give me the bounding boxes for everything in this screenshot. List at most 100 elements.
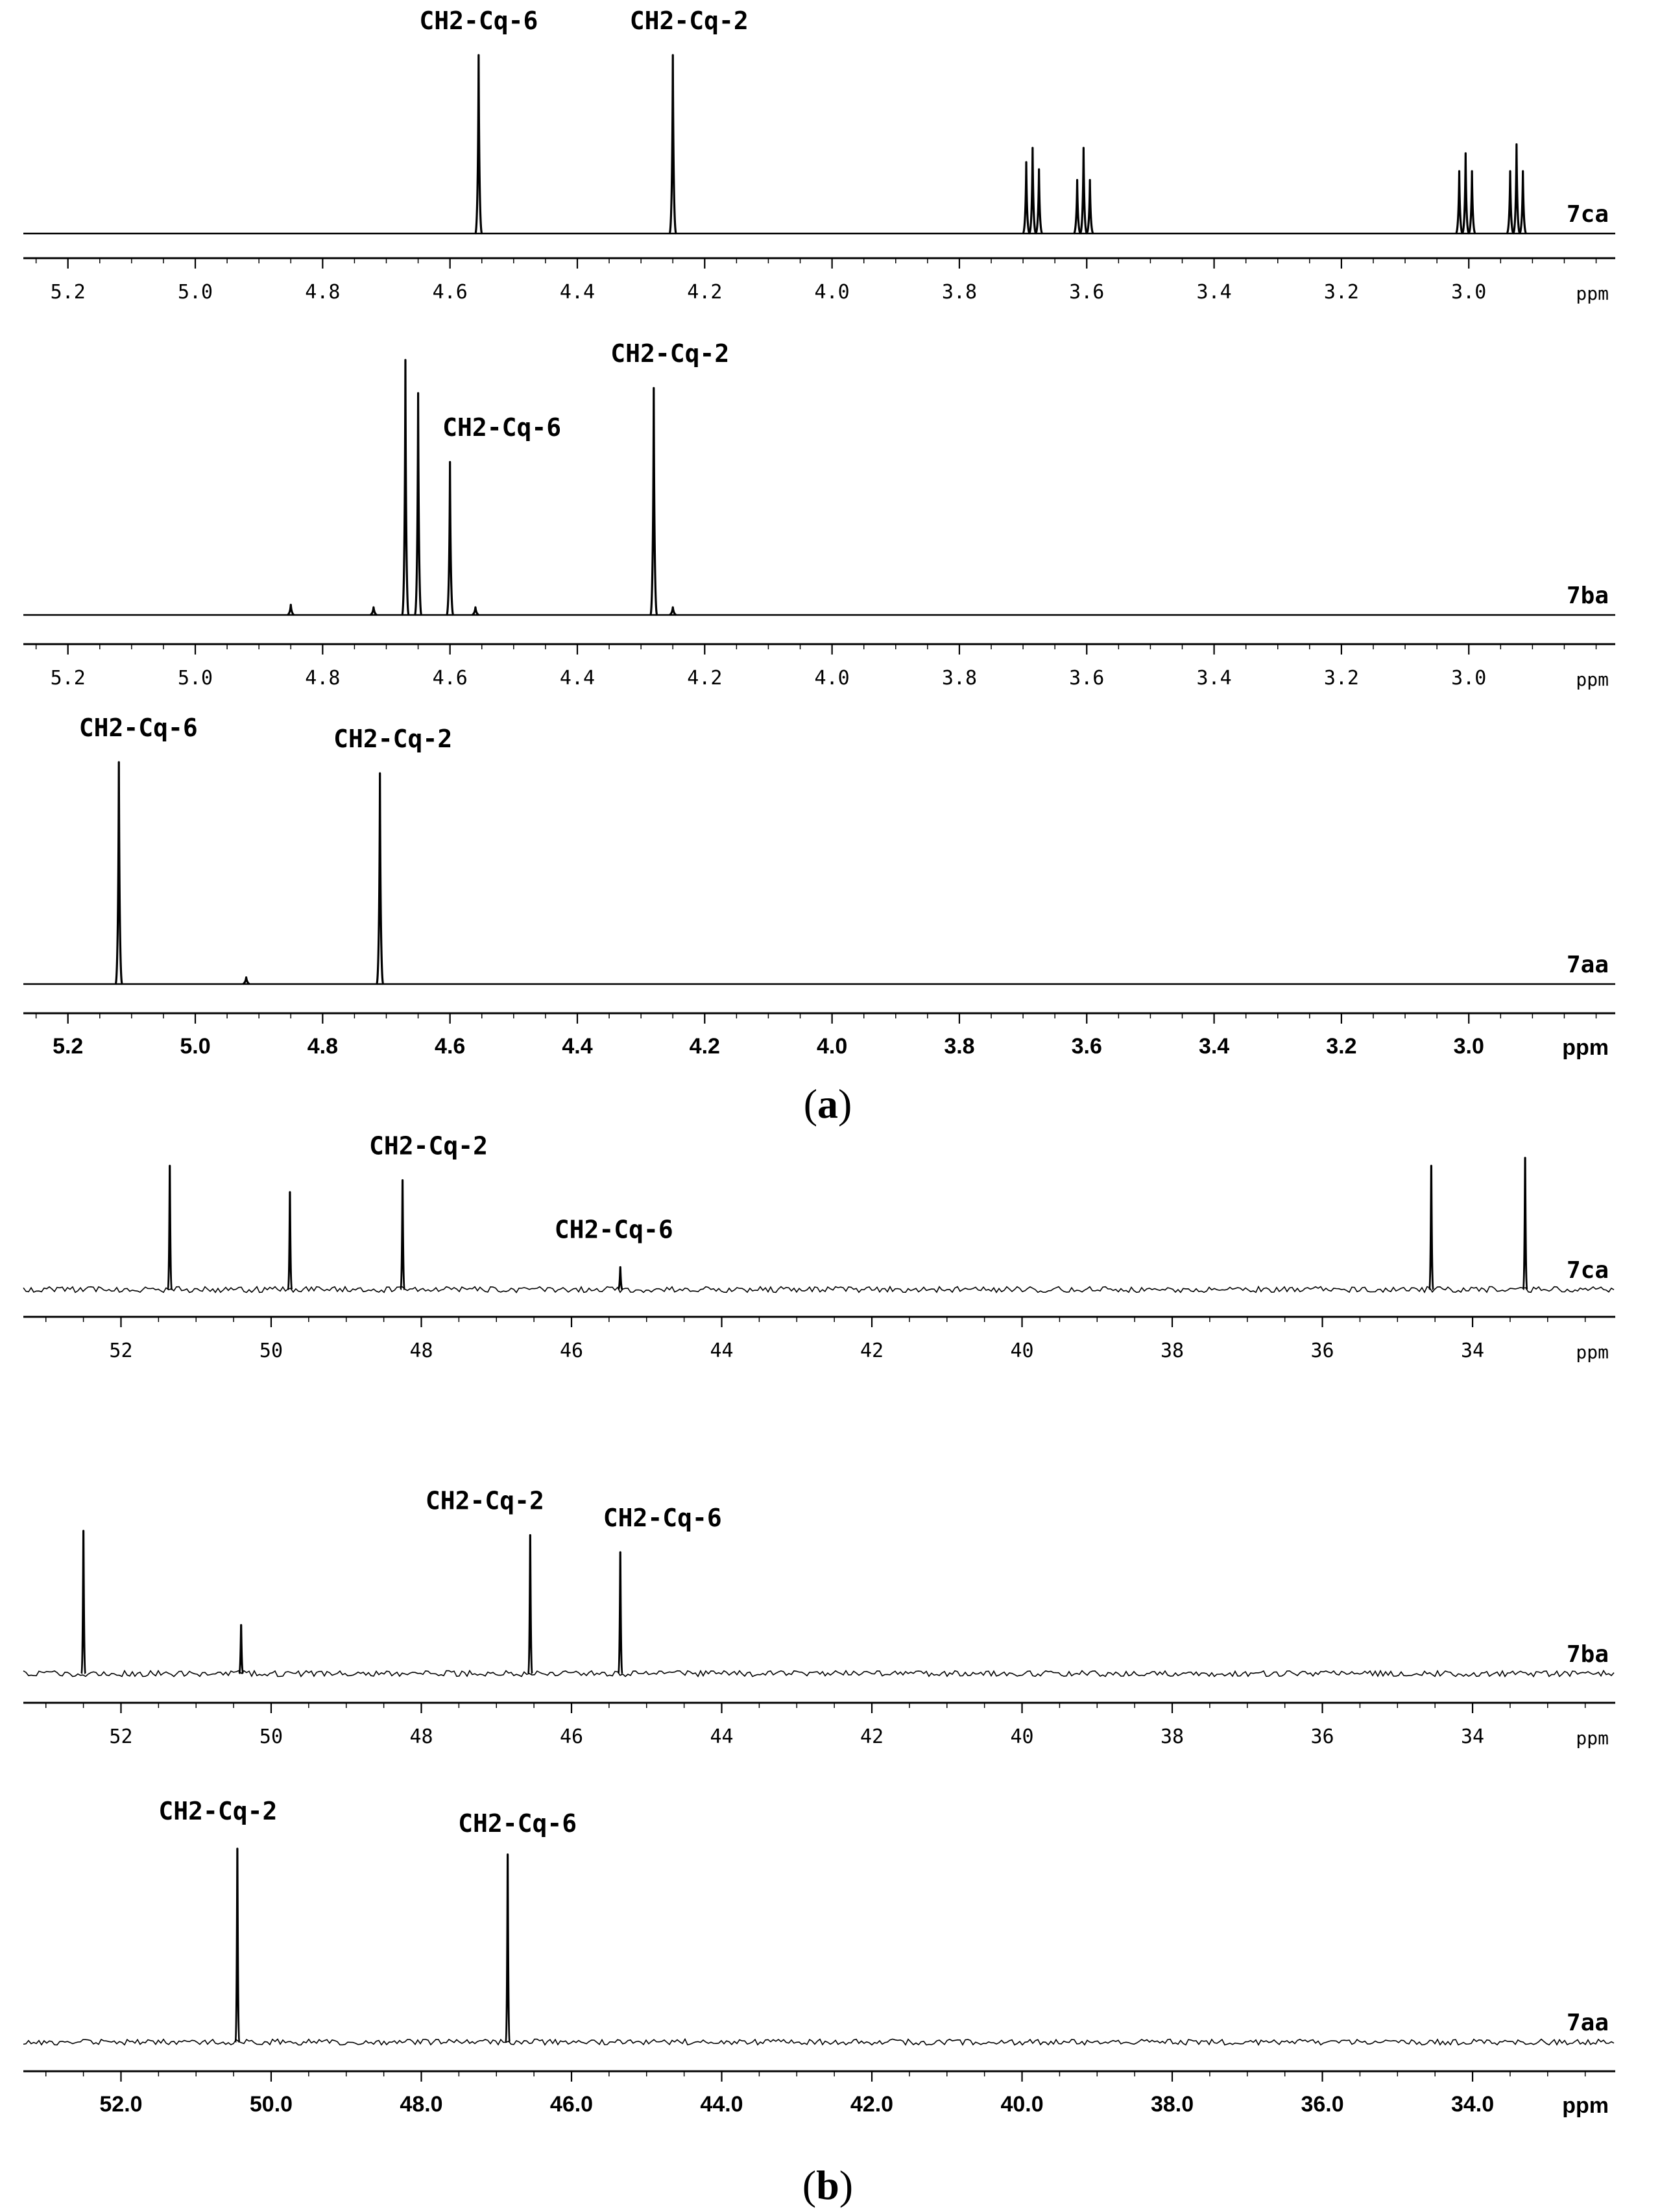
x-axis-unit-label: ppm xyxy=(1576,1341,1609,1363)
tick-label: 3.4 xyxy=(1196,667,1231,690)
tick-label: 4.2 xyxy=(690,1034,720,1059)
peak xyxy=(649,387,658,616)
tick-label: 38 xyxy=(1161,1725,1184,1748)
peak xyxy=(617,1551,623,1675)
tick-label: 3.2 xyxy=(1324,667,1359,690)
peak xyxy=(376,772,385,985)
tick-label: 3.4 xyxy=(1196,281,1231,304)
peak-annotation: CH2-Cq-2 xyxy=(158,1797,277,1825)
sample-label: 7aa xyxy=(1567,952,1609,978)
tick-label: 50.0 xyxy=(250,2092,293,2117)
peak xyxy=(1461,152,1470,235)
tick-label: 46 xyxy=(560,1340,583,1362)
peak xyxy=(1022,161,1031,235)
tick-label: 4.0 xyxy=(817,1034,847,1059)
peak-annotation: CH2-Cq-2 xyxy=(426,1487,544,1515)
peak xyxy=(238,1624,245,1675)
baseline-trace xyxy=(23,2038,1615,2047)
sample-label: 7ba xyxy=(1567,1641,1609,1668)
spectrum-1h-7ba: 5.2 5.0 4.8 4.6 4.4 4.2 4.0 3.8 3.6 3.4 3.2 3.0 ppm 7… xyxy=(23,339,1615,690)
baseline-trace xyxy=(23,1669,1615,1677)
tick-label: 50 xyxy=(259,1340,283,1362)
tick-label: 52 xyxy=(109,1725,132,1748)
peak xyxy=(242,976,250,985)
peak-annotation: CH2-Cq-2 xyxy=(369,1132,488,1160)
peak xyxy=(1522,1157,1528,1291)
tick-label: 4.4 xyxy=(562,1034,592,1059)
peak-annotation: CH2-Cq-2 xyxy=(630,6,749,35)
tick-label: 4.0 xyxy=(815,281,850,304)
tick-label: 40 xyxy=(1010,1725,1033,1748)
tick-label: 42 xyxy=(860,1725,884,1748)
tick-label: 48 xyxy=(409,1725,433,1748)
tick-label: 4.8 xyxy=(307,1034,338,1059)
peak xyxy=(669,606,677,616)
tick-label: 3.0 xyxy=(1451,281,1486,304)
tick-label: 52 xyxy=(109,1340,132,1362)
x-axis-unit-label: ppm xyxy=(1576,669,1609,690)
tick-label: 44 xyxy=(710,1725,733,1748)
spectrum-13c-7ca: 52 50 48 46 44 42 40 38 36 34 ppm 7ca CH2-Cq-2 CH2-Cq… xyxy=(23,1132,1615,1363)
peak-annotation: CH2-Cq-6 xyxy=(603,1504,722,1532)
peak-annotation: CH2-Cq-2 xyxy=(333,725,452,753)
peak xyxy=(1455,170,1463,235)
tick-label: 4.4 xyxy=(560,281,595,304)
tick-label: 4.6 xyxy=(433,281,468,304)
tick-label: 42.0 xyxy=(850,2092,893,2117)
tick-label: 4.8 xyxy=(305,281,340,304)
peak-annotation: CH2-Cq-6 xyxy=(419,6,538,35)
peak xyxy=(527,1534,533,1675)
tick-label: 3.6 xyxy=(1072,1034,1102,1059)
tick-label: 34 xyxy=(1461,1725,1484,1748)
spectrum-13c-7aa: 52.0 50.0 48.0 46.0 44.0 42.0 40.0 38.0 36.0 34.0… xyxy=(23,1797,1615,2118)
x-axis-unit-label: ppm xyxy=(1576,283,1609,304)
tick-label: 5.2 xyxy=(53,1034,83,1059)
tick-label: 3.2 xyxy=(1324,281,1359,304)
peak-annotation: CH2-Cq-2 xyxy=(610,339,729,368)
tick-label: 5.2 xyxy=(51,667,86,690)
sample-label: 7ca xyxy=(1567,201,1609,228)
spectra-panels: 5.2 5.0 4.8 4.6 4.4 4.2 4.0 3.8 3.6 3.4 3.2 3.0 ppm 7… xyxy=(23,6,1615,2118)
peak xyxy=(1467,170,1476,235)
peak xyxy=(1079,147,1088,235)
peak xyxy=(472,606,479,616)
peak xyxy=(114,761,123,985)
tick-label: 46.0 xyxy=(550,2092,593,2117)
tick-label: 5.2 xyxy=(51,281,86,304)
tick-label: 42 xyxy=(860,1340,884,1362)
peak xyxy=(1073,178,1081,235)
tick-label: 4.4 xyxy=(560,667,595,690)
tick-label: 3.2 xyxy=(1326,1034,1356,1059)
tick-label: 52.0 xyxy=(99,2092,142,2117)
sample-label: 7ba xyxy=(1567,583,1609,609)
peak xyxy=(234,1847,241,2043)
tick-label: 4.0 xyxy=(815,667,850,690)
peak xyxy=(80,1530,87,1675)
x-axis-unit-label: ppm xyxy=(1562,2093,1609,2118)
peak-annotation: CH2-Cq-6 xyxy=(555,1215,673,1244)
tick-label: 36 xyxy=(1310,1725,1334,1748)
tick-label: 34 xyxy=(1461,1340,1484,1362)
tick-label: 3.6 xyxy=(1069,281,1104,304)
tick-label: 3.0 xyxy=(1451,667,1486,690)
peak xyxy=(1506,170,1515,235)
tick-label: 34.0 xyxy=(1451,2092,1494,2117)
tick-label: 5.0 xyxy=(178,667,213,690)
tick-label: 40.0 xyxy=(1000,2092,1043,2117)
peak xyxy=(1028,147,1037,235)
tick-label: 3.8 xyxy=(944,1034,974,1059)
tick-label: 4.2 xyxy=(687,667,722,690)
x-axis-unit-label: ppm xyxy=(1576,1727,1609,1749)
peak xyxy=(370,606,378,616)
tick-label: 38 xyxy=(1161,1340,1184,1362)
tick-label: 48 xyxy=(409,1340,433,1362)
peak xyxy=(617,1266,623,1291)
peak xyxy=(474,54,483,235)
tick-label: 3.6 xyxy=(1069,667,1104,690)
tick-label: 4.6 xyxy=(435,1034,465,1059)
tick-label: 36 xyxy=(1310,1340,1334,1362)
spectrum-1h-7ca: 5.2 5.0 4.8 4.6 4.4 4.2 4.0 3.8 3.6 3.4 3.2 3.0 ppm 7… xyxy=(23,6,1615,304)
peak xyxy=(668,54,677,235)
x-axis-unit-label: ppm xyxy=(1562,1035,1609,1060)
tick-label: 4.2 xyxy=(687,281,722,304)
